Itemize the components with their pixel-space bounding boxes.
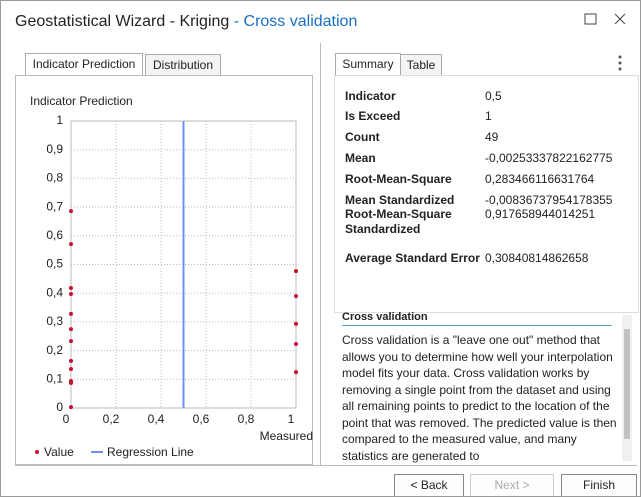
legend-swatch (35, 450, 39, 454)
chart: Indicator Prediction Measured 0 0,1 0,2 0,3… (30, 94, 313, 459)
y-tick-label: 0,5 (46, 257, 63, 271)
stat-label: Average Standard Error (345, 251, 480, 265)
point (69, 381, 73, 386)
back-button[interactable]: < Back (394, 474, 464, 496)
stat-value: 49 (485, 130, 499, 144)
point (294, 370, 298, 375)
point (69, 286, 73, 291)
stat-label: Is Exceed (345, 109, 401, 123)
stat-value: -0,00253337822162775 (485, 151, 613, 165)
legend-label: Regression Line (107, 445, 194, 459)
tab[interactable]: Summary (335, 53, 401, 75)
y-tick-label: 0,4 (46, 285, 63, 299)
point (69, 405, 73, 410)
menu[interactable] (615, 53, 625, 73)
help-panel: Cross validation Cross validation is a "… (334, 311, 624, 463)
stat-label: Mean Standardized (345, 193, 455, 207)
stat-value: 1 (485, 109, 492, 123)
tab[interactable]: Distribution (145, 54, 221, 76)
point (69, 327, 73, 332)
point (69, 292, 73, 297)
stat-value: 0,917658944014251 (485, 207, 596, 221)
y-tick-label: 1 (56, 113, 63, 127)
point (294, 269, 298, 274)
point (69, 366, 73, 371)
point (69, 209, 73, 214)
point (69, 311, 73, 316)
help-text: Cross validation is a "leave one out" me… (342, 333, 617, 463)
stat-label: Mean (345, 151, 376, 165)
tab[interactable]: Indicator Prediction (25, 53, 143, 75)
point (69, 358, 73, 363)
stat-label: Indicator (345, 89, 396, 103)
scrollbar[interactable] (622, 315, 632, 461)
y-tick-label: 0,9 (46, 142, 63, 156)
stat-value: 0,5 (485, 89, 502, 103)
stat-value: -0,00836737954178355 (485, 193, 613, 207)
y-tick-label: 0,3 (46, 314, 63, 328)
chart-frame (15, 75, 313, 465)
finish-button[interactable]: Finish (561, 474, 637, 496)
y-tick-label: 0,8 (46, 171, 63, 185)
close[interactable] (614, 13, 626, 25)
stat-label: Count (345, 130, 380, 144)
x-tick-label: 0 (63, 412, 70, 426)
stat-label: Root-Mean-Square (345, 172, 452, 186)
x-tick-label: 0,4 (148, 412, 165, 426)
next-button: Next > (470, 474, 554, 496)
x-tick-label: 0,8 (238, 412, 255, 426)
point (69, 242, 73, 247)
divider (320, 43, 321, 465)
stat-value: 0,283466116631764 (485, 172, 595, 186)
stat-value: 0,30840814862658 (485, 251, 589, 265)
legend-label: Value (44, 445, 74, 459)
window-title: Geostatistical Wizard - Kriging - Cross … (15, 13, 357, 31)
point (294, 321, 298, 326)
maximize[interactable] (584, 13, 597, 25)
point (294, 341, 298, 346)
window-controls[interactable] (581, 11, 631, 29)
y-tick-label: 0,6 (46, 228, 63, 242)
tab[interactable]: Table (400, 54, 442, 76)
stat-label: Root-Mean-Square Standardized (345, 207, 452, 236)
x-axis-title: Measured (260, 429, 313, 443)
y-axis-title: Indicator Prediction (30, 94, 133, 108)
summary-box (334, 75, 639, 313)
point (294, 294, 298, 299)
step-title: - Cross validation (233, 13, 358, 30)
y-tick-label: 0,1 (46, 371, 63, 385)
y-tick-label: 0 (56, 400, 63, 414)
title: Geostatistical Wizard - Kriging (15, 13, 230, 30)
separator (15, 465, 637, 466)
y-tick-label: 0,7 (46, 199, 63, 213)
x-tick-label: 1 (288, 412, 295, 426)
y-tick-label: 0,2 (46, 343, 63, 357)
point (69, 339, 73, 344)
x-tick-label: 0,6 (193, 412, 210, 426)
x-tick-label: 0,2 (103, 412, 120, 426)
help-heading: Cross validation (342, 311, 612, 326)
